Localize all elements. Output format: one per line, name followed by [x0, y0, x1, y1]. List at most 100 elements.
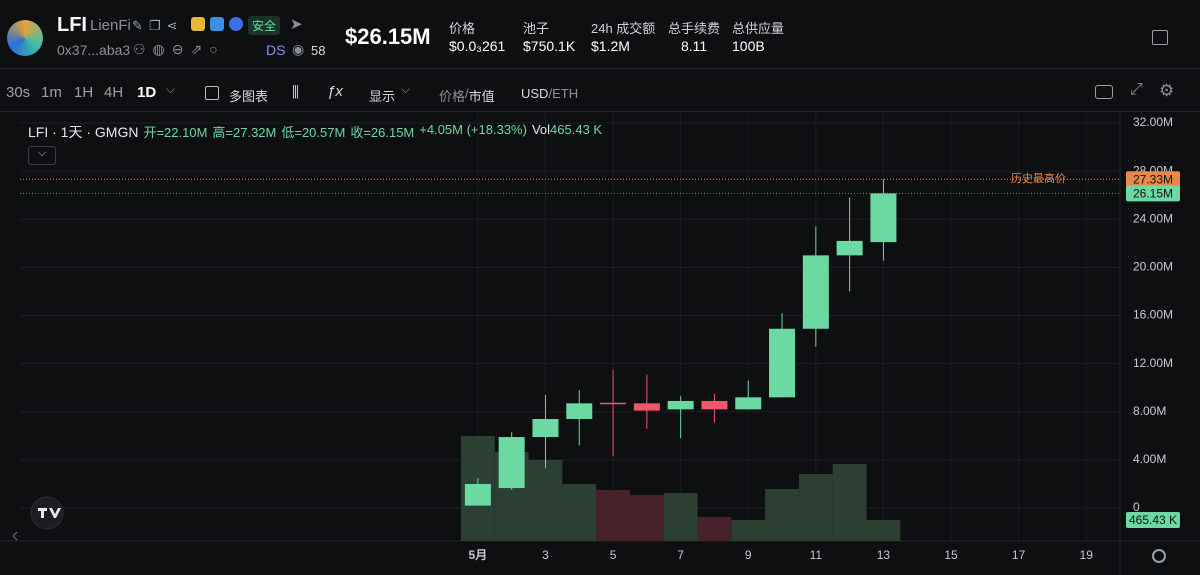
- volume-bar: [596, 489, 630, 541]
- candle-body: [633, 403, 660, 411]
- camera-icon[interactable]: [1095, 85, 1113, 99]
- candle-body: [769, 328, 796, 398]
- volume-bar: [798, 473, 833, 541]
- chevron[interactable]: ⌵: [401, 82, 411, 96]
- watchers: 58: [311, 43, 326, 58]
- legend-title: LFI · 1天 · GMGN: [28, 124, 139, 140]
- interval[interactable]: 4H: [104, 84, 124, 101]
- ath-text: 历史最高价: [1011, 171, 1066, 185]
- settings-icon[interactable]: ⚙: [1159, 81, 1175, 100]
- y-tick-label: 8.00M: [1133, 404, 1166, 418]
- volume-bar: [731, 520, 766, 541]
- mcap: 市值: [468, 89, 495, 104]
- safety-badge: 安全: [248, 16, 281, 35]
- candle-body: [532, 418, 559, 438]
- candle-body: [701, 400, 728, 410]
- x-tick-label: 5月: [469, 548, 488, 562]
- token-name: LienFi: [90, 17, 131, 34]
- stat-value: 100B: [732, 38, 765, 54]
- token-logo: [7, 20, 43, 56]
- usd: USD: [521, 86, 549, 101]
- last-price-bg: [1126, 185, 1180, 202]
- icons[interactable]: ⚇◍⊖⇗○: [133, 41, 225, 57]
- candle-icon[interactable]: ⫼: [292, 84, 299, 101]
- volume-label: 465.43 K: [1129, 513, 1177, 527]
- legend-toggle[interactable]: ⌵: [28, 146, 56, 165]
- y-tick-label: 32.00M: [1133, 115, 1173, 129]
- multi-chart[interactable]: 多图表: [229, 89, 269, 104]
- candle-body: [870, 193, 897, 243]
- display[interactable]: 显示: [369, 89, 396, 104]
- interval[interactable]: 30s: [6, 84, 31, 101]
- legend-item: 开=22.10M: [143, 125, 208, 140]
- fx-icon[interactable]: ƒx: [327, 83, 343, 100]
- icon: [210, 17, 224, 31]
- address[interactable]: 0x37...aba3: [57, 42, 131, 58]
- header: LFI LienFi ✎❐⋖ 安全 ➤ 0x37...aba3 ⚇◍⊖⇗○ DS…: [0, 0, 1200, 69]
- legend: LFI · 1天 · GMGN 开=22.10M 高=27.32M 低=20.57M…: [28, 122, 602, 142]
- x-tick-label: 3: [542, 548, 549, 562]
- volume-bar: [629, 495, 664, 541]
- x-tick-label: 17: [1012, 548, 1026, 562]
- stat-label: 价格: [449, 21, 476, 36]
- candle-body: [498, 437, 525, 489]
- tv-logo: [30, 496, 64, 530]
- volume-bar: [562, 483, 597, 541]
- x-tick-label: 13: [877, 548, 891, 562]
- separator: /: [465, 86, 469, 101]
- volume-bar: [528, 459, 563, 541]
- x-tick-label: 7: [677, 548, 684, 562]
- currency-toggle[interactable]: USD / ETH: [521, 86, 578, 101]
- candle-body: [600, 402, 627, 405]
- volume-bar: [832, 463, 867, 541]
- eth: ETH: [552, 86, 579, 101]
- chart: 04.00M8.00M12.00M16.00M20.00M24.00M28.00…: [0, 111, 1200, 575]
- candle-body: [566, 403, 593, 419]
- price: 价格: [439, 89, 466, 104]
- x-tick-label: 15: [944, 548, 958, 562]
- price-toggle[interactable]: 价格 / 市值: [439, 86, 495, 105]
- volume-bar: [663, 492, 698, 541]
- stat-value: 8.11: [681, 38, 708, 54]
- y-tick-label: 4.00M: [1133, 452, 1166, 466]
- legend-item: +4.05M (+18.33%): [419, 122, 527, 137]
- legend-item: 低=20.57M: [281, 125, 346, 140]
- stat-label: 池子: [523, 21, 550, 36]
- last-price-label: 26.15M: [1133, 187, 1173, 201]
- stat-value: $1.2M: [591, 38, 630, 54]
- legend-vol: 465.43 K: [550, 122, 603, 137]
- interval[interactable]: 1m: [41, 84, 62, 101]
- chevron[interactable]: ⌵: [166, 82, 176, 96]
- stat-label: 24h 成交额: [591, 21, 656, 36]
- icon: [229, 17, 243, 31]
- x-tick-label: 19: [1080, 548, 1094, 562]
- expand-icon[interactable]: ⤢: [1130, 81, 1143, 98]
- legend-item: 收=26.15M: [350, 125, 415, 140]
- candle-body: [735, 397, 762, 410]
- tv-logo-mark: [38, 508, 61, 518]
- separator: /: [548, 86, 553, 101]
- volume-bar: [697, 516, 732, 541]
- left-arrow: [12, 531, 18, 541]
- y-tick-label: 12.00M: [1133, 356, 1173, 370]
- ds[interactable]: DS: [266, 42, 286, 58]
- market-cap: $26.15M: [345, 24, 431, 49]
- candle-body: [836, 240, 863, 256]
- legend-item: 高=27.32M: [212, 125, 277, 140]
- interval[interactable]: 1D: [137, 84, 157, 101]
- icons[interactable]: ✎❐⋖: [132, 18, 184, 33]
- settings-icon: [1152, 549, 1166, 563]
- legend-vol-label: Vol: [531, 122, 551, 137]
- sidebar-icon[interactable]: [1152, 30, 1168, 45]
- y-tick-label: 24.00M: [1133, 211, 1173, 225]
- checkbox[interactable]: [205, 86, 219, 100]
- y-tick-label: 16.00M: [1133, 308, 1173, 322]
- telegram-icon[interactable]: ➤: [290, 16, 303, 33]
- volume-label-bg: [1126, 511, 1180, 528]
- x-tick-label: 11: [810, 548, 823, 562]
- interval[interactable]: 1H: [74, 84, 94, 101]
- x-tick-label: 5: [610, 548, 617, 562]
- toolbar: 30s 1m 1H 4H 1D ⌵ 多图表 ⫼ ƒx 显示 ⌵ 价格 / 市值 USD / ET…: [0, 69, 1200, 112]
- symbol: LFI: [57, 14, 87, 36]
